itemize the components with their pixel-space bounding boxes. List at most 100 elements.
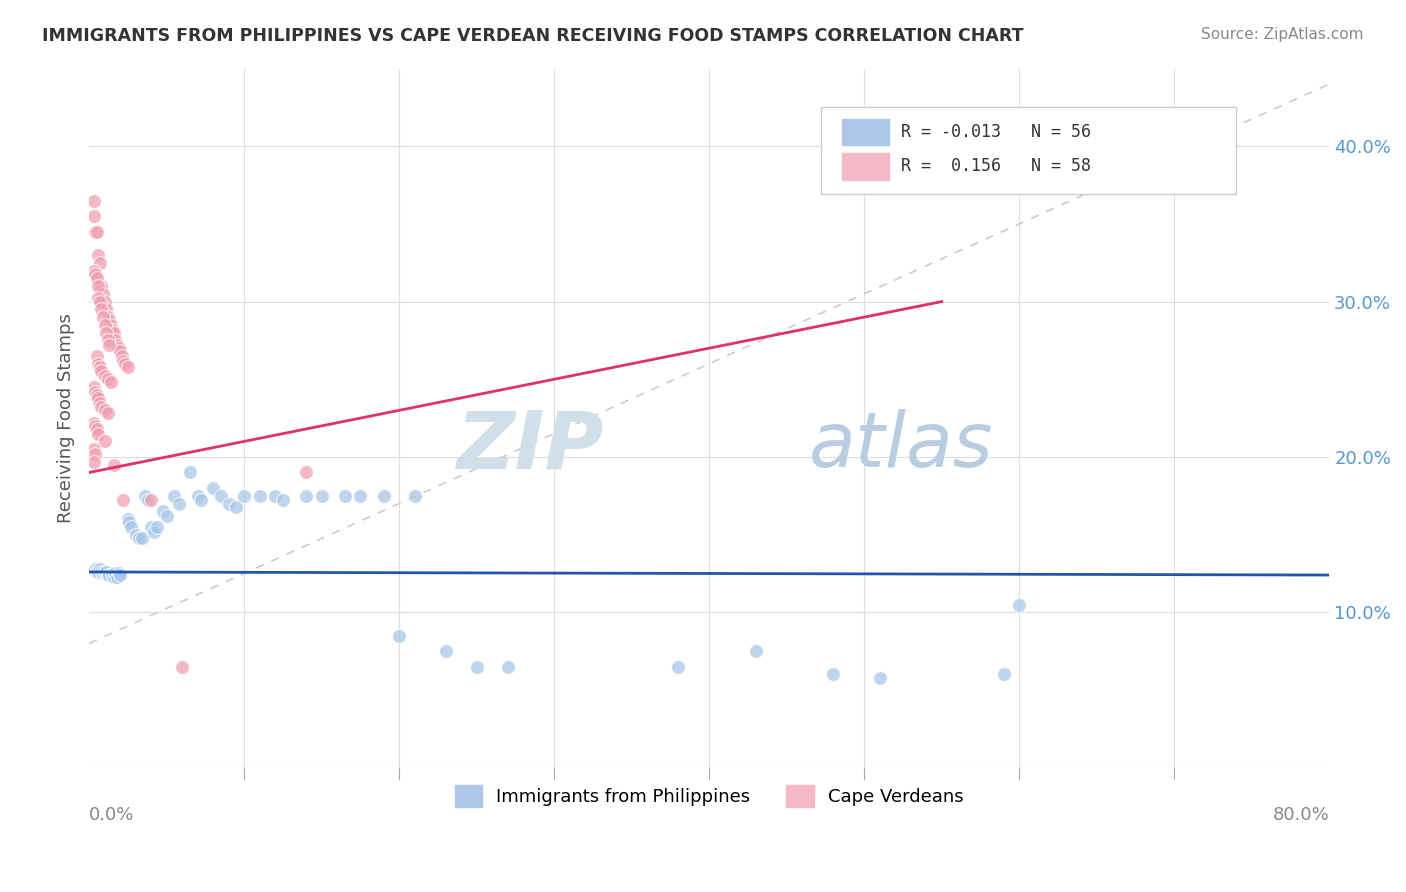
Point xyxy=(87,292,110,306)
Text: atlas: atlas xyxy=(808,409,993,483)
Point xyxy=(97,334,120,348)
Point xyxy=(86,422,108,436)
Point xyxy=(311,489,333,503)
Point xyxy=(120,520,142,534)
Point xyxy=(108,344,131,359)
Point xyxy=(209,489,232,503)
Point xyxy=(118,515,141,529)
Point xyxy=(124,527,146,541)
Point xyxy=(83,209,105,223)
Point xyxy=(90,364,112,378)
Point xyxy=(117,512,139,526)
Point xyxy=(388,629,411,643)
Point xyxy=(87,426,110,441)
Point xyxy=(404,489,426,503)
Point xyxy=(91,310,114,325)
Text: 80.0%: 80.0% xyxy=(1272,806,1329,824)
Point xyxy=(87,391,110,405)
Text: 0.0%: 0.0% xyxy=(89,806,135,824)
Point xyxy=(112,493,135,508)
Point xyxy=(218,497,240,511)
Point xyxy=(111,349,134,363)
Y-axis label: Receiving Food Stamps: Receiving Food Stamps xyxy=(58,313,75,523)
Point xyxy=(465,659,488,673)
Point xyxy=(143,524,166,539)
Point xyxy=(104,566,127,581)
Point xyxy=(94,326,117,340)
Point xyxy=(84,562,107,576)
Point xyxy=(87,565,110,579)
Point xyxy=(349,489,371,503)
Point xyxy=(114,357,136,371)
Point xyxy=(105,338,128,352)
Point xyxy=(86,271,108,285)
Point xyxy=(86,565,108,579)
Bar xyxy=(842,153,889,179)
Point xyxy=(89,359,111,374)
Point xyxy=(83,380,105,394)
Point xyxy=(128,531,150,545)
Point xyxy=(100,318,122,332)
Point xyxy=(100,376,122,390)
Point xyxy=(98,313,121,327)
Point xyxy=(98,568,121,582)
Point xyxy=(86,388,108,402)
Point xyxy=(155,508,177,523)
Point xyxy=(90,279,112,293)
Point xyxy=(249,489,271,503)
Point xyxy=(93,294,115,309)
Point xyxy=(103,326,125,340)
Point xyxy=(87,279,110,293)
Point xyxy=(84,384,107,399)
Point xyxy=(107,566,129,581)
Point xyxy=(172,659,194,673)
FancyBboxPatch shape xyxy=(821,107,1236,194)
Point xyxy=(93,318,115,332)
Point xyxy=(202,481,225,495)
Point xyxy=(87,248,110,262)
Point xyxy=(496,659,519,673)
Point xyxy=(187,489,209,503)
Point xyxy=(233,489,256,503)
Point xyxy=(97,310,120,325)
Point xyxy=(271,493,294,508)
Point xyxy=(89,562,111,576)
Point xyxy=(666,659,689,673)
Point xyxy=(93,434,115,449)
Point xyxy=(94,565,117,579)
Text: IMMIGRANTS FROM PHILIPPINES VS CAPE VERDEAN RECEIVING FOOD STAMPS CORRELATION CH: IMMIGRANTS FROM PHILIPPINES VS CAPE VERD… xyxy=(42,27,1024,45)
Point xyxy=(90,565,112,579)
Point xyxy=(84,225,107,239)
Point xyxy=(179,466,201,480)
Point xyxy=(93,369,115,384)
Point xyxy=(93,403,115,417)
Point xyxy=(333,489,356,503)
Point xyxy=(139,493,162,508)
Point xyxy=(152,504,174,518)
Point xyxy=(117,359,139,374)
Text: ZIP: ZIP xyxy=(457,407,603,485)
Point xyxy=(104,334,127,348)
Point xyxy=(83,263,105,277)
Point xyxy=(86,562,108,576)
Point xyxy=(823,667,845,681)
Point xyxy=(1008,598,1031,612)
Point xyxy=(94,302,117,317)
Point xyxy=(84,447,107,461)
Point xyxy=(131,531,153,545)
Point xyxy=(101,322,124,336)
Point xyxy=(139,520,162,534)
Point xyxy=(93,566,115,581)
Point xyxy=(83,455,105,469)
Point xyxy=(373,489,395,503)
Point xyxy=(434,644,457,658)
Point xyxy=(167,497,190,511)
Point xyxy=(295,466,318,480)
Point xyxy=(97,407,120,421)
Point xyxy=(295,489,318,503)
Point xyxy=(84,418,107,433)
Point xyxy=(90,302,112,317)
Point xyxy=(91,566,114,581)
Point xyxy=(89,256,111,270)
Point xyxy=(83,194,105,208)
